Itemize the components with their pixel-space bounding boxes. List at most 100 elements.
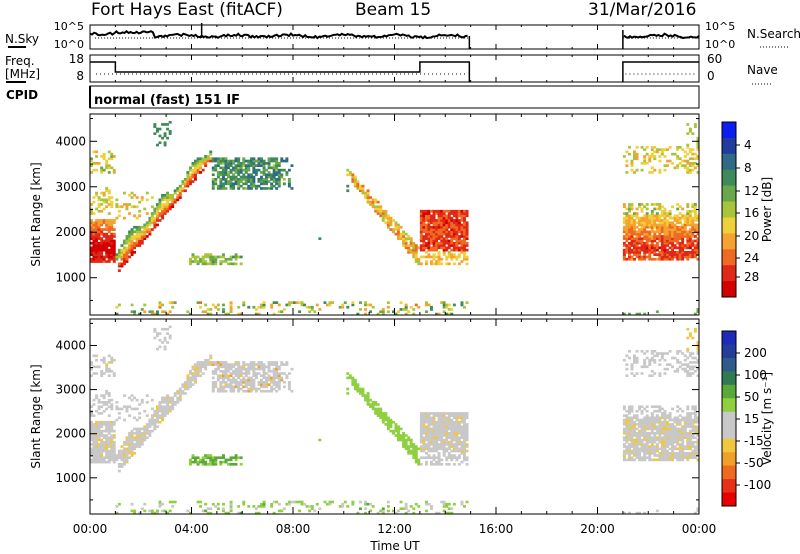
power-cell [214,178,218,181]
velocity-cell [442,440,446,444]
power-cell [133,312,137,316]
power-cell [435,221,439,225]
power-cell [688,171,692,174]
power-cell [696,248,700,252]
velocity-cell [105,460,109,464]
velocity-cell [673,429,677,433]
velocity-cell [640,438,644,442]
power-cell [445,305,449,309]
velocity-cell [191,365,195,369]
velocity-cell [117,469,121,473]
power-cell [166,205,170,209]
velocity-cell [419,427,423,431]
power-cell [407,244,411,247]
power-cell [633,214,636,218]
velocity-cell [163,407,167,411]
velocity-cell [392,429,395,433]
velocity-cell [102,394,106,397]
power-cell [442,216,446,220]
velocity-cell [638,440,642,444]
velocity-cell [346,376,350,380]
power-cell [671,244,675,247]
power-cell [100,239,104,243]
power-cell [97,246,101,250]
velocity-cell [150,423,154,426]
velocity-cell [219,389,223,393]
velocity-cell [681,425,685,429]
velocity-cell [686,440,690,444]
velocity-cell [668,443,672,446]
velocity-cell [92,365,96,369]
power-cell [643,155,647,158]
power-cell [658,257,662,261]
velocity-cell [465,438,469,442]
power-cell [153,209,157,213]
power-cell [650,235,654,238]
power-cell [658,223,662,227]
velocity-cell [150,420,154,424]
velocity-cell [658,456,662,460]
velocity-cell [460,412,464,415]
velocity-cell [156,425,159,429]
power-cell [402,230,406,234]
velocity-cell [404,445,408,448]
power-cell [364,193,368,197]
power-cell [693,123,697,126]
power-cell [655,207,659,211]
power-cell [128,237,132,240]
velocity-cell [650,423,654,426]
velocity-cell [90,423,93,426]
velocity-cell [138,443,142,446]
power-cell [270,166,274,170]
velocity-cell [643,361,647,364]
velocity-cell [452,425,456,429]
velocity-cell [442,427,446,431]
power-cell [323,301,327,304]
velocity-cell [688,365,692,369]
velocity-cell [242,385,246,389]
power-cell [219,187,223,190]
velocity-cell [681,447,685,451]
velocity-cell [650,447,654,451]
velocity-colorbar-swatch [722,438,736,453]
power-cell [229,175,233,179]
power-cell [199,162,203,165]
power-cell [655,253,659,256]
power-cell [435,260,439,263]
power-cell [435,312,439,316]
velocity-cell [693,511,697,515]
power-cell [227,312,230,316]
power-cell [430,237,433,240]
velocity-cell [97,460,101,464]
velocity-cell [254,372,258,375]
power-cell [110,248,114,252]
velocity-cell [92,447,96,451]
velocity-cell [107,361,111,364]
power-cell [460,244,464,247]
power-cell [100,230,104,234]
velocity-cell [120,449,124,453]
power-cell [214,305,218,309]
power-cell [655,228,659,231]
velocity-cell [135,418,139,422]
power-cell [681,248,685,252]
power-cell [425,228,428,231]
velocity-cell [161,409,165,413]
power-cell [133,251,137,254]
power-cell [300,303,304,307]
velocity-cell [427,423,431,426]
velocity-cell [219,370,223,373]
power-cell [130,251,134,254]
power-cell [447,255,451,259]
velocity-cell [452,429,456,433]
power-cell [209,260,213,263]
power-cell [102,244,106,247]
velocity-cell [242,372,246,375]
power-cell [686,253,690,256]
power-cell [450,235,454,238]
velocity-cell [196,365,200,369]
velocity-cell [107,458,111,462]
velocity-cell [105,401,109,404]
power-cell [95,223,99,227]
velocity-cell [412,452,416,455]
